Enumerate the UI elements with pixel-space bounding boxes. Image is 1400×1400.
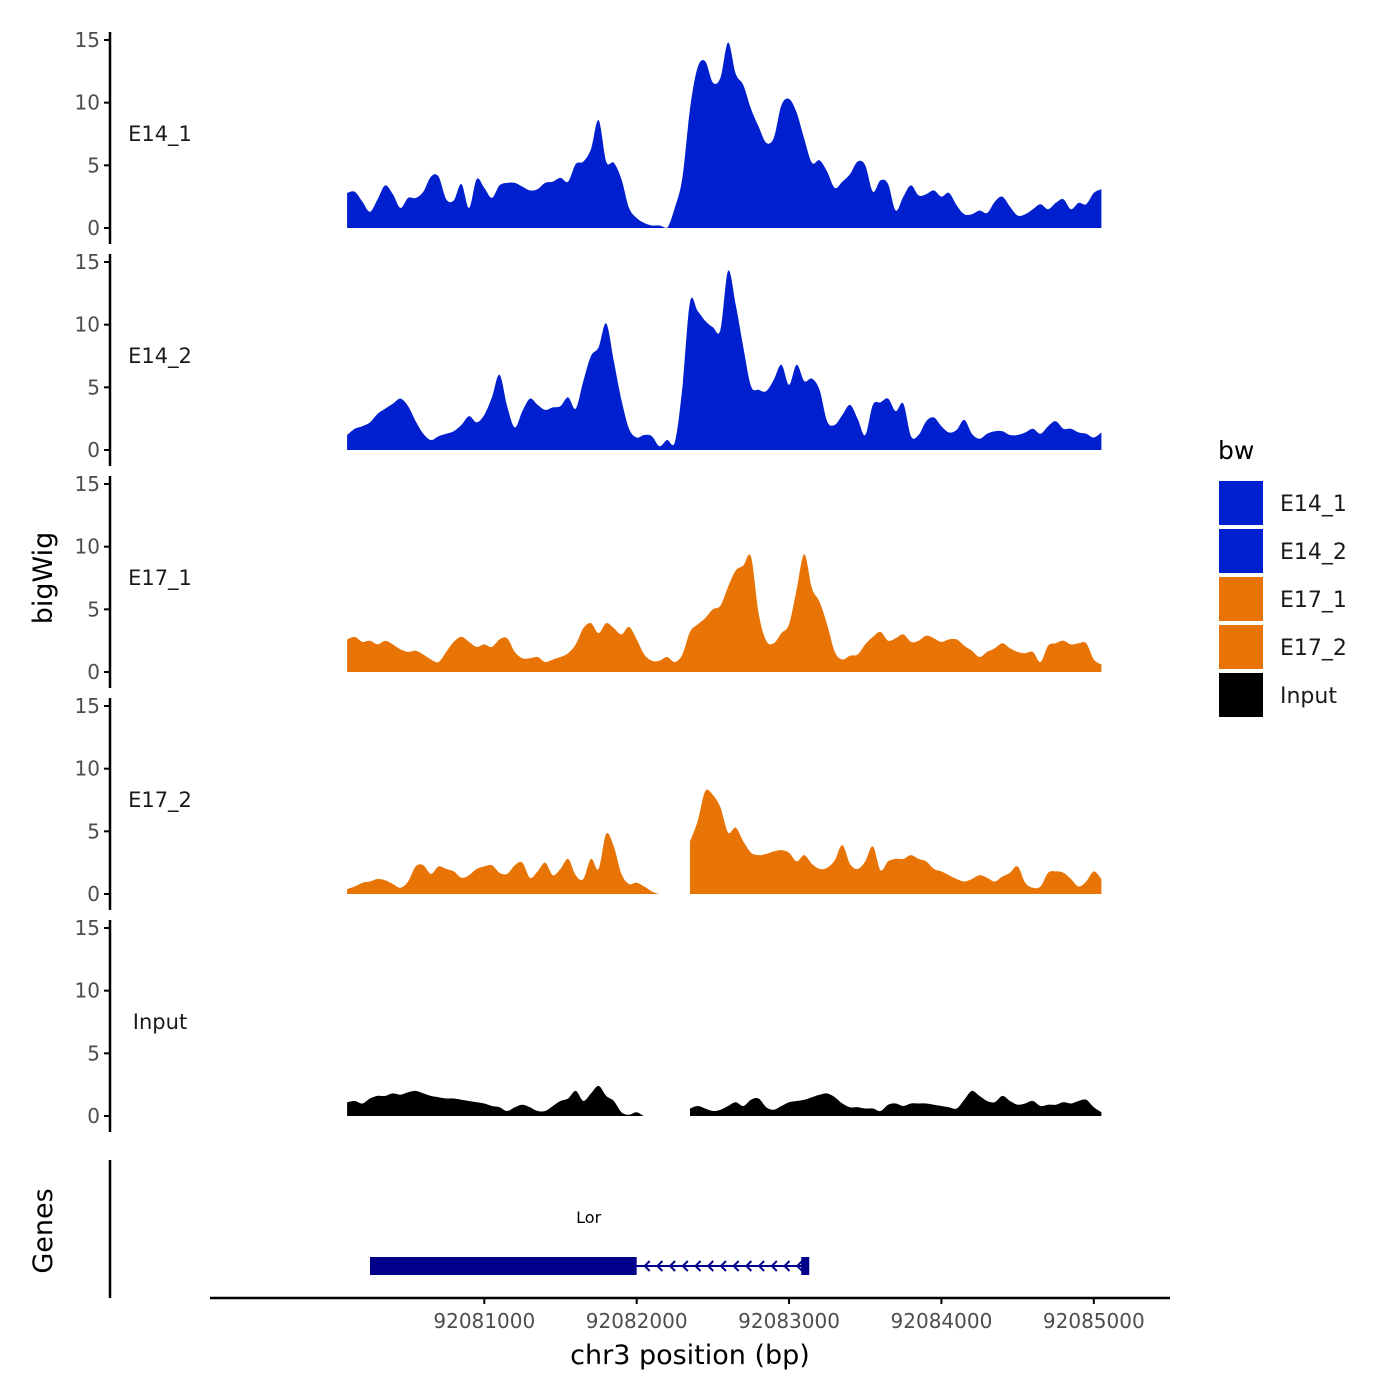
strand-arrow [655, 1260, 664, 1272]
legend-label: Input [1280, 684, 1337, 709]
strand-arrow [668, 1260, 676, 1272]
y-tick-label: 5 [87, 375, 100, 399]
y-tick-label: 10 [75, 757, 100, 781]
x-tick-label: 92081000 [433, 1309, 535, 1333]
track-input: 0 5 10 15 Input [75, 916, 1102, 1132]
coverage-tracks: 0 5 10 15 E14_1 0 5 10 15 E14_2 0 5 10 15 E17_1 0 5 10 15 E… [75, 28, 1102, 1132]
y-tick-label: 0 [87, 660, 100, 684]
strand-arrow [681, 1260, 689, 1272]
track-label: E17_1 [128, 566, 192, 591]
y-tick-label: 10 [75, 979, 100, 1003]
coverage-area-e17-2 [690, 789, 1102, 894]
y-tick-label: 10 [75, 313, 100, 337]
track-e14-1: 0 5 10 15 E14_1 [75, 28, 1102, 244]
gene-track: Lor [108, 1160, 810, 1298]
y-tick-label: 5 [87, 1041, 100, 1065]
track-e17-1: 0 5 10 15 E17_1 [75, 472, 1102, 688]
legend-swatch [1217, 671, 1265, 719]
coverage-area-e14-2 [347, 270, 1102, 450]
strand-arrow [757, 1260, 765, 1272]
y-axis-title: bigWig [28, 532, 59, 625]
legend-item-e14-2: E14_2 [1217, 527, 1347, 575]
x-tick-label: 92085000 [1043, 1309, 1145, 1333]
y-tick-label: 15 [75, 28, 100, 52]
gene-exon-end [801, 1257, 810, 1275]
legend: bw E14_1 E14_2 E17_1 E17_2 Input [1217, 436, 1347, 719]
strand-arrow [694, 1260, 702, 1272]
strand-arrow [643, 1260, 651, 1272]
x-axis: 92081000 92082000 92083000 92084000 92085000 [210, 1296, 1170, 1333]
coverage-area-input [347, 1085, 668, 1116]
track-label: Input [133, 1010, 187, 1034]
coverage-area-e14-1 [347, 42, 1102, 228]
legend-label: E14_1 [1280, 492, 1347, 517]
strand-arrow [795, 1260, 803, 1272]
y-tick-label: 5 [87, 819, 100, 843]
strand-arrow [706, 1260, 714, 1272]
legend-label: E17_2 [1280, 636, 1347, 661]
track-e14-2: 0 5 10 15 E14_2 [75, 250, 1102, 466]
y-tick-label: 0 [87, 438, 100, 462]
strand-arrow [770, 1260, 778, 1272]
y-tick-label: 0 [87, 1104, 100, 1128]
legend-item-input: Input [1217, 671, 1337, 719]
coverage-area-e17-1 [347, 554, 1102, 672]
legend-item-e14-1: E14_1 [1217, 479, 1347, 527]
legend-title: bw [1218, 436, 1254, 465]
y-tick-label: 15 [75, 472, 100, 496]
legend-item-e17-1: E17_1 [1217, 575, 1347, 623]
track-label: E14_2 [128, 344, 192, 369]
strand-arrow [744, 1260, 753, 1272]
x-tick-label: 92084000 [891, 1309, 993, 1333]
legend-label: E14_2 [1280, 540, 1347, 565]
y-tick-label: 15 [75, 250, 100, 274]
legend-swatch [1217, 623, 1265, 671]
genes-axis-title: Genes [28, 1188, 59, 1273]
strand-arrow [719, 1260, 727, 1272]
y-tick-label: 15 [75, 694, 100, 718]
y-tick-label: 15 [75, 916, 100, 940]
legend-label: E17_1 [1280, 588, 1347, 613]
legend-swatch [1217, 527, 1265, 575]
track-label: E14_1 [128, 122, 192, 147]
legend-swatch [1217, 575, 1265, 623]
y-tick-label: 0 [87, 216, 100, 240]
strand-arrow [783, 1260, 791, 1272]
x-axis-title: chr3 position (bp) [570, 1340, 810, 1371]
track-e17-2: 0 5 10 15 E17_2 [75, 694, 1102, 910]
y-tick-label: 0 [87, 882, 100, 906]
gene-exon-body [370, 1257, 637, 1275]
y-tick-label: 10 [75, 535, 100, 559]
legend-swatch [1217, 479, 1265, 527]
coverage-area-input [690, 1090, 1102, 1116]
y-tick-label: 5 [87, 153, 100, 177]
y-tick-label: 10 [75, 91, 100, 115]
x-tick-label: 92083000 [738, 1309, 840, 1333]
track-label: E17_2 [128, 788, 192, 813]
legend-item-e17-2: E17_2 [1217, 623, 1347, 671]
gene-label: Lor [576, 1208, 601, 1227]
y-tick-label: 5 [87, 597, 100, 621]
coverage-area-e17-2 [347, 832, 668, 894]
x-tick-label: 92082000 [586, 1309, 688, 1333]
strand-arrow [732, 1260, 740, 1272]
